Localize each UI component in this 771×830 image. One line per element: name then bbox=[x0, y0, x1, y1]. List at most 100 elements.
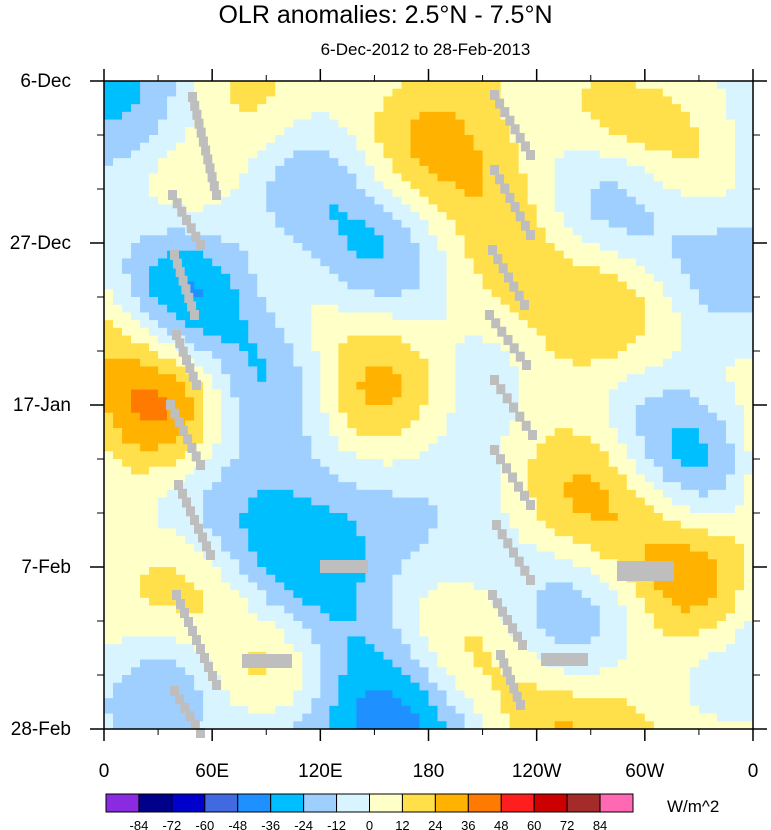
field-cell bbox=[320, 173, 330, 182]
field-cell bbox=[743, 451, 754, 460]
field-cell bbox=[257, 81, 267, 90]
field-cell bbox=[617, 312, 628, 321]
field-cell bbox=[356, 96, 366, 105]
field-cell bbox=[293, 459, 303, 468]
field-cell bbox=[662, 420, 673, 429]
field-cell bbox=[590, 428, 601, 437]
field-cell bbox=[212, 520, 222, 530]
field-cell bbox=[653, 520, 664, 530]
field-cell bbox=[473, 304, 484, 314]
field-cell bbox=[392, 459, 403, 468]
field-cell bbox=[509, 605, 520, 614]
field-cell bbox=[266, 235, 276, 244]
field-cell bbox=[122, 520, 132, 530]
field-cell bbox=[275, 389, 285, 398]
field-cell bbox=[626, 451, 637, 460]
field-cell bbox=[707, 536, 718, 545]
field-cell bbox=[410, 212, 421, 221]
field-cell bbox=[590, 505, 601, 514]
field-cell bbox=[293, 397, 303, 406]
field-cell bbox=[320, 243, 330, 252]
field-cell bbox=[230, 389, 240, 398]
field-cell bbox=[167, 150, 177, 159]
field-cell bbox=[158, 543, 168, 553]
field-cell bbox=[320, 297, 330, 306]
field-cell bbox=[653, 389, 664, 398]
field-cell bbox=[590, 173, 601, 182]
field-cell bbox=[122, 289, 132, 298]
field-cell bbox=[383, 381, 394, 391]
field-cell bbox=[554, 212, 565, 221]
field-cell bbox=[491, 297, 502, 306]
field-cell bbox=[221, 428, 231, 437]
field-cell bbox=[662, 127, 673, 136]
field-cell bbox=[239, 567, 249, 576]
field-cell bbox=[374, 81, 385, 90]
field-cell bbox=[473, 266, 484, 275]
field-cell bbox=[203, 366, 213, 375]
field-cell bbox=[626, 189, 637, 198]
field-cell bbox=[239, 482, 249, 491]
field-cell bbox=[185, 312, 195, 321]
field-cell bbox=[338, 320, 348, 329]
field-cell bbox=[104, 343, 114, 352]
field-cell bbox=[428, 104, 439, 113]
field-cell bbox=[563, 335, 574, 344]
field-cell bbox=[464, 250, 475, 260]
field-cell bbox=[455, 574, 466, 584]
field-cell bbox=[671, 243, 682, 252]
field-cell bbox=[374, 405, 385, 414]
field-cell bbox=[284, 435, 294, 445]
field-cell bbox=[374, 304, 385, 314]
field-cell bbox=[383, 459, 394, 468]
field-cell bbox=[230, 327, 240, 337]
field-cell bbox=[167, 543, 177, 553]
field-cell bbox=[725, 196, 736, 206]
field-cell bbox=[725, 412, 736, 422]
field-cell bbox=[599, 258, 610, 267]
field-cell bbox=[743, 258, 754, 267]
field-cell bbox=[365, 173, 376, 182]
field-cell bbox=[104, 412, 114, 422]
field-cell bbox=[149, 590, 159, 599]
field-cell bbox=[689, 597, 700, 607]
field-cell bbox=[194, 590, 204, 599]
field-cell bbox=[572, 443, 583, 452]
field-cell bbox=[698, 111, 709, 121]
field-cell bbox=[266, 127, 276, 136]
field-cell bbox=[230, 428, 240, 437]
field-cell bbox=[581, 212, 592, 221]
field-cell bbox=[293, 196, 303, 206]
field-cell bbox=[653, 536, 664, 545]
field-cell bbox=[464, 559, 475, 568]
field-cell bbox=[203, 266, 213, 275]
field-cell bbox=[257, 227, 267, 236]
field-cell bbox=[446, 505, 457, 514]
field-cell bbox=[221, 420, 231, 429]
field-cell bbox=[689, 219, 700, 229]
field-cell bbox=[158, 497, 168, 506]
field-cell bbox=[365, 389, 376, 398]
field-cell bbox=[140, 289, 150, 298]
field-cell bbox=[293, 428, 303, 437]
field-cell bbox=[518, 381, 529, 391]
field-cell bbox=[149, 343, 159, 352]
field-cell bbox=[599, 88, 610, 98]
field-cell bbox=[212, 435, 222, 445]
field-cell bbox=[437, 250, 448, 260]
field-cell bbox=[230, 320, 240, 329]
field-cell bbox=[653, 250, 664, 260]
field-cell bbox=[572, 258, 583, 267]
field-cell bbox=[383, 551, 394, 560]
field-cell bbox=[464, 181, 475, 190]
field-cell bbox=[113, 273, 123, 283]
field-cell bbox=[689, 343, 700, 352]
field-cell bbox=[482, 513, 493, 522]
field-cell bbox=[347, 520, 357, 530]
field-cell bbox=[302, 435, 312, 445]
field-cell bbox=[158, 142, 168, 152]
field-cell bbox=[518, 590, 529, 599]
field-cell bbox=[680, 304, 691, 314]
field-cell bbox=[581, 489, 592, 499]
field-cell bbox=[320, 405, 330, 414]
